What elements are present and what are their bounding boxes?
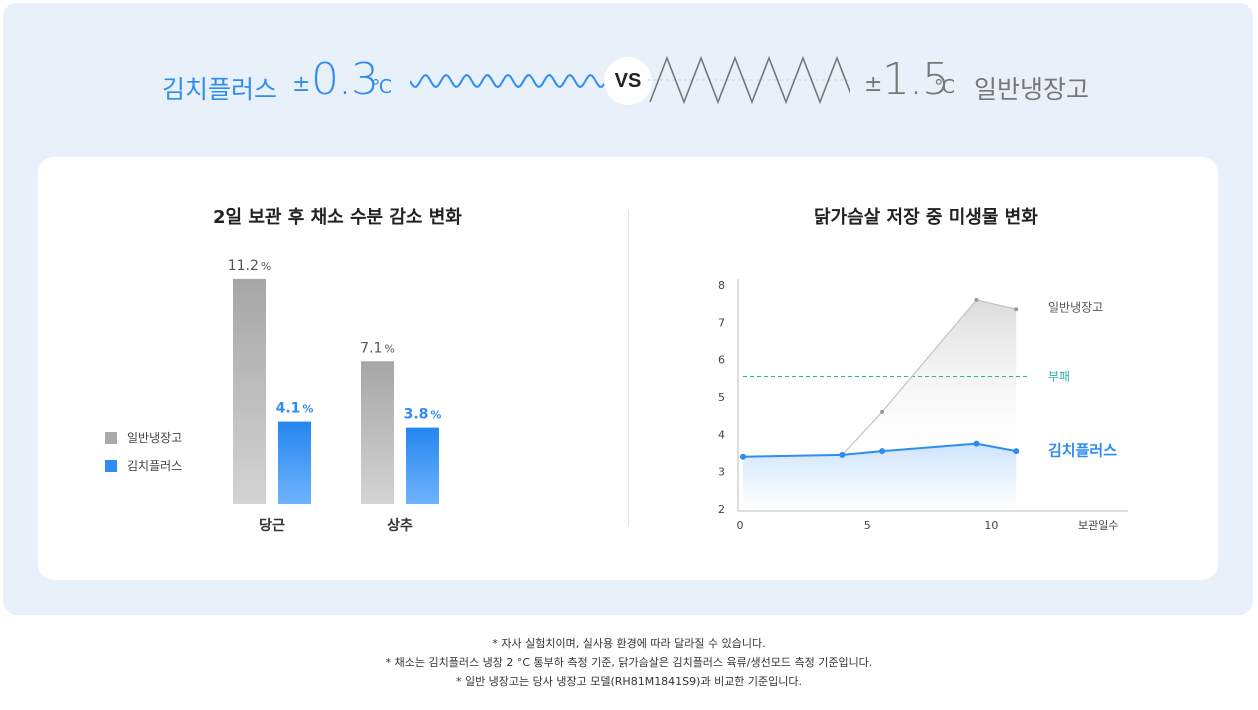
legend-label-kimchi: 김치플러스 <box>127 459 183 473</box>
category-label: 당근 <box>259 517 285 534</box>
bar-value-label: 3.8% <box>404 407 442 423</box>
vs-badge: VS <box>604 57 652 105</box>
kimchi-point <box>973 440 980 447</box>
legend-swatch-kimchi <box>105 459 117 472</box>
footnote-3: * 일반 냉장고는 당사 냉장고 모델(RH81M1841S9)과 비교한 기준… <box>455 675 803 688</box>
footnote-2: * 채소는 김치플러스 냉장 2 °C 통부하 측정 기준, 닭가슴살은 김치플… <box>385 656 873 669</box>
line-chart: 23456780510보관일수일반미생물 수 Log CFU/g부패일반냉장고김… <box>718 279 1128 532</box>
bar-general-1 <box>361 361 394 504</box>
y-tick-label: 7 <box>718 316 725 329</box>
category-label: 상추 <box>387 518 413 534</box>
legend-label-general: 일반냉장고 <box>127 431 183 445</box>
general-fridge-deviation: 1.5 <box>882 54 950 105</box>
bar-general-0 <box>233 278 266 504</box>
kimchi-point <box>1013 448 1020 455</box>
legend-swatch-general <box>105 431 117 444</box>
general-fridge-plusminus: ± <box>864 72 883 97</box>
line-chart-title: 닭가슴살 저장 중 미생물 변화 <box>814 207 1038 228</box>
chart-card: 2일 보관 후 채소 수분 감소 변화 닭가슴살 저장 중 미생물 변화 일반냉… <box>38 157 1218 580</box>
general-point <box>880 409 885 414</box>
bar-value-label: 4.1% <box>276 401 314 417</box>
legend-item-general: 일반냉장고 <box>105 429 182 446</box>
y-tick-label: 3 <box>718 466 725 479</box>
kimchi-plus-deviation: 0.3 <box>311 54 379 105</box>
kimchi-point <box>879 448 886 455</box>
y-tick-label: 8 <box>718 279 725 292</box>
bar-kimchi-0 <box>278 421 311 504</box>
x-tick-label: 5 <box>864 519 871 532</box>
general-series-line <box>841 299 1017 456</box>
bar-kimchi-1 <box>406 427 439 504</box>
legend-item-kimchi: 김치플러스 <box>105 457 182 474</box>
bar-chart-title: 2일 보관 후 채소 수분 감소 변화 <box>213 207 462 228</box>
y-tick-label: 6 <box>718 354 725 367</box>
bar-value-label: 7.1% <box>360 340 395 356</box>
kimchi-plus-plusminus: ± <box>292 72 311 97</box>
kimchi-series-label: 김치플러스 <box>1048 441 1117 459</box>
general-area <box>842 299 1017 455</box>
spoilage-threshold-label: 부패 <box>1048 369 1070 383</box>
y-tick-label: 2 <box>718 503 725 516</box>
y-tick-label: 5 <box>718 391 725 404</box>
footnote-1: * 자사 실험치이며, 실사용 환경에 따라 달라질 수 있습니다. <box>492 637 766 650</box>
kimchi-point <box>740 453 746 460</box>
footnotes: * 자사 실험치이며, 실사용 환경에 따라 달라질 수 있습니다. * 채소는… <box>0 634 1258 691</box>
x-axis-title: 보관일수 <box>1078 518 1118 532</box>
general-series-label: 일반냉장고 <box>1048 300 1103 314</box>
kimchi-area <box>743 443 1017 509</box>
chart-divider <box>628 210 629 526</box>
y-tick-label: 4 <box>718 428 725 441</box>
small-wave-icon <box>410 73 606 89</box>
temperature-comparison: 김치플러스 ± 0.3 ℃ VS ± 1.5 ℃ 일반냉장고 <box>0 50 1258 120</box>
general-fridge-name: 일반냉장고 <box>974 75 1090 104</box>
kimchi-plus-unit: ℃ <box>371 76 393 98</box>
bar-value-label: 11.2% <box>228 258 272 274</box>
bar-chart: 11.2 % 4.1 % 당근 7.1 % 3.8 % 상추 <box>228 258 442 534</box>
x-tick-label: 10 <box>984 519 998 532</box>
kimchi-plus-name: 김치플러스 <box>162 75 278 104</box>
general-point <box>974 297 979 302</box>
x-tick-label: 0 <box>737 519 744 532</box>
large-wave-icon <box>648 55 850 105</box>
kimchi-point <box>839 451 846 458</box>
general-point <box>1014 307 1019 312</box>
general-fridge-unit: ℃ <box>934 76 956 98</box>
